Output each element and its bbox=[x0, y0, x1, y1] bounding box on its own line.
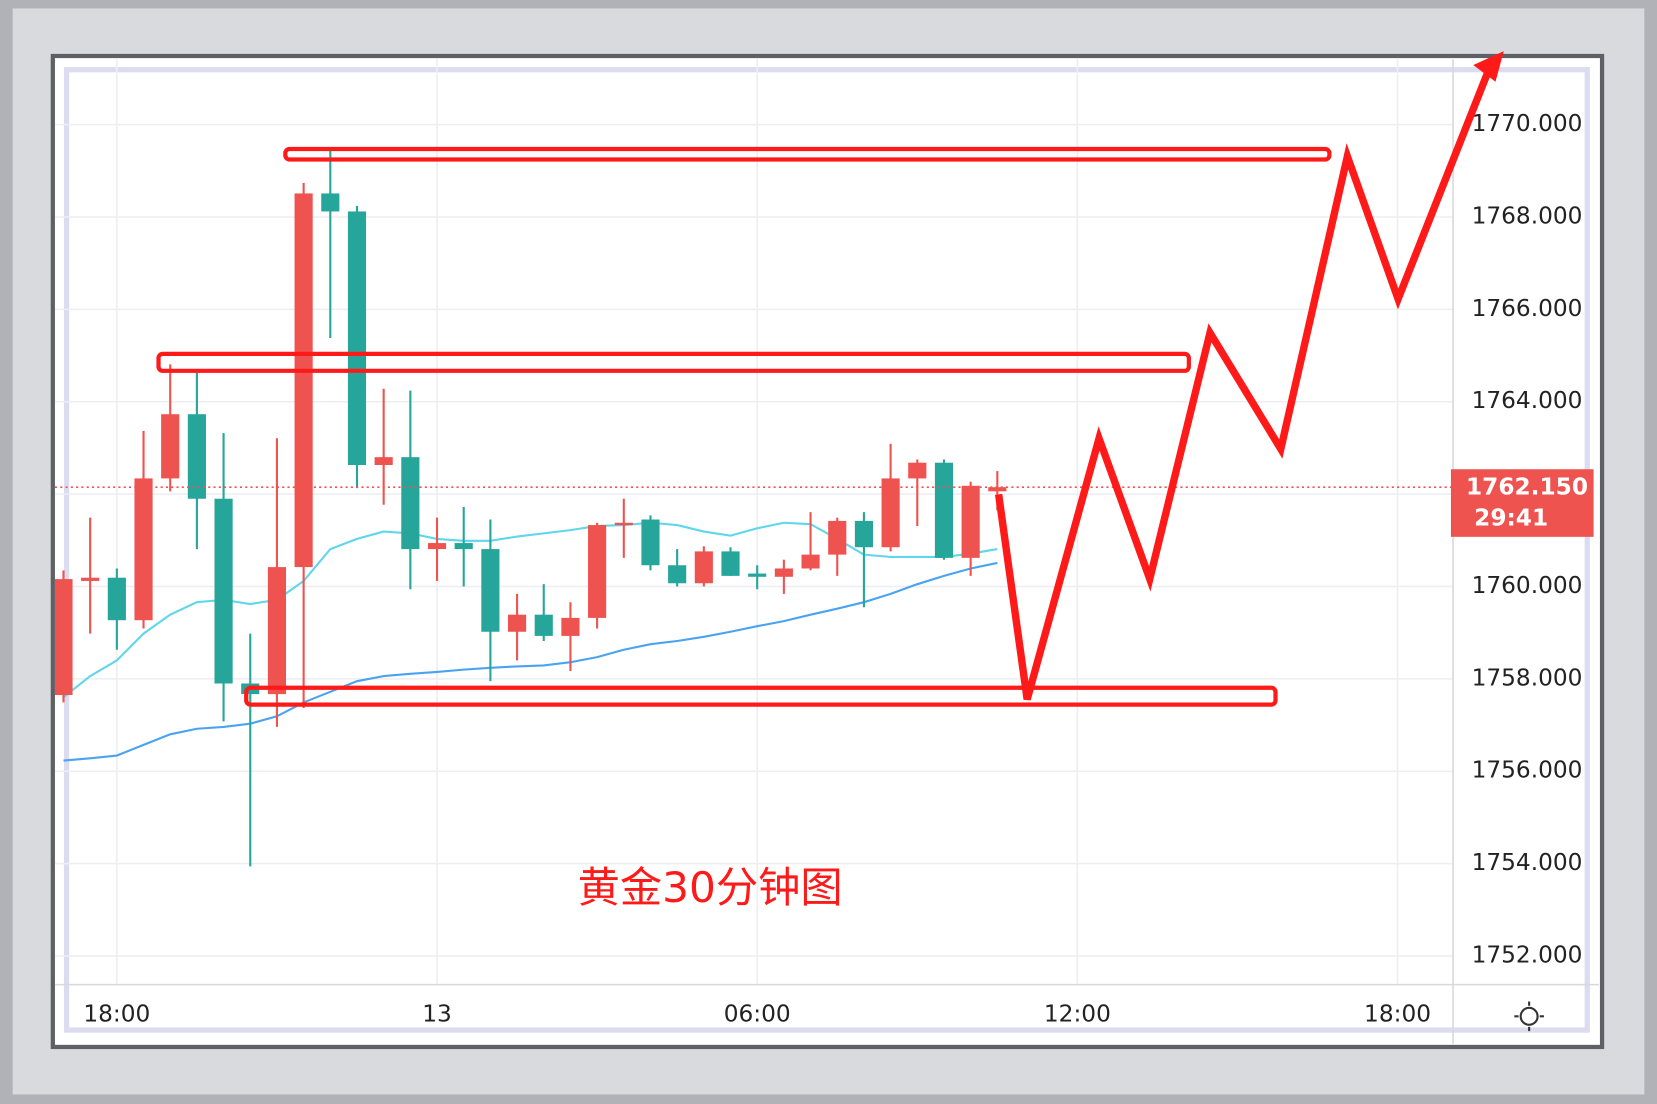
candle-body bbox=[828, 520, 847, 555]
moving-average-line bbox=[63, 561, 998, 762]
resistance-box bbox=[156, 351, 1191, 373]
candle-body bbox=[694, 551, 713, 584]
y-tick-label: 1768.000 bbox=[1472, 202, 1583, 229]
candle-body bbox=[988, 487, 1007, 492]
candle-body bbox=[347, 211, 367, 466]
candle-body bbox=[321, 193, 340, 212]
candle-body bbox=[774, 568, 793, 577]
last-price-label: 1762.150 bbox=[1466, 474, 1588, 501]
candle-body bbox=[294, 193, 313, 568]
candle-body bbox=[267, 567, 287, 695]
drawn-annotations bbox=[156, 51, 1504, 707]
candle-body bbox=[427, 543, 447, 550]
axes: 1752.000 1754.000 1756.000 1758.000 1760.000… bbox=[83, 110, 1594, 1028]
candle-body bbox=[481, 549, 500, 632]
y-tick-label: 1766.000 bbox=[1472, 295, 1583, 322]
candle-body bbox=[881, 478, 900, 548]
candle-body bbox=[668, 565, 687, 584]
candle-body bbox=[721, 551, 740, 576]
panel-border bbox=[63, 67, 1590, 1033]
x-tick-label: 06:00 bbox=[724, 1001, 791, 1028]
candle-body bbox=[454, 543, 473, 550]
y-tick-label: 1754.000 bbox=[1472, 849, 1583, 876]
x-tick-label: 18:00 bbox=[83, 1001, 150, 1028]
candle-body bbox=[934, 462, 954, 558]
plot-area bbox=[54, 150, 1454, 867]
candle-body bbox=[801, 554, 820, 569]
settings-icon[interactable] bbox=[1514, 1001, 1544, 1032]
y-tick-label: 1756.000 bbox=[1472, 757, 1583, 784]
x-tick-label: 18:00 bbox=[1364, 1001, 1431, 1028]
x-tick-label: 13 bbox=[422, 1001, 452, 1028]
candle-body bbox=[748, 573, 767, 577]
candle-body bbox=[854, 520, 873, 548]
countdown-label: 29:41 bbox=[1474, 504, 1548, 531]
candle-body bbox=[214, 498, 233, 684]
candle-body bbox=[561, 617, 580, 636]
candle-body bbox=[908, 462, 927, 479]
grid bbox=[54, 59, 1454, 985]
candle-body bbox=[507, 614, 527, 632]
candle-body bbox=[134, 478, 153, 621]
candle-body bbox=[401, 457, 420, 550]
candle-body bbox=[161, 414, 180, 479]
candle-body bbox=[107, 577, 126, 621]
forecast-zigzag bbox=[994, 59, 1496, 701]
candle-body bbox=[187, 414, 206, 499]
y-tick-label: 1770.000 bbox=[1472, 110, 1583, 137]
arrow-head bbox=[1473, 51, 1504, 82]
candle-body bbox=[641, 519, 660, 566]
support-box bbox=[244, 685, 1278, 707]
candle-body bbox=[534, 614, 553, 636]
y-tick-label: 1764.000 bbox=[1472, 387, 1583, 414]
candle-body bbox=[588, 525, 607, 618]
resistance-box bbox=[283, 146, 1332, 162]
candle-body bbox=[81, 577, 100, 581]
y-tick-label: 1758.000 bbox=[1472, 664, 1583, 691]
candle-body bbox=[374, 457, 393, 466]
candle-body bbox=[961, 485, 980, 558]
chart-annotation: 黄金30分钟图 bbox=[578, 863, 843, 912]
last-price-box bbox=[1450, 469, 1594, 537]
candle-body bbox=[54, 579, 73, 696]
x-tick-label: 12:00 bbox=[1044, 1001, 1111, 1028]
candle-body bbox=[614, 522, 633, 526]
y-tick-label: 1752.000 bbox=[1472, 941, 1583, 968]
y-tick-label: 1760.000 bbox=[1472, 572, 1583, 599]
